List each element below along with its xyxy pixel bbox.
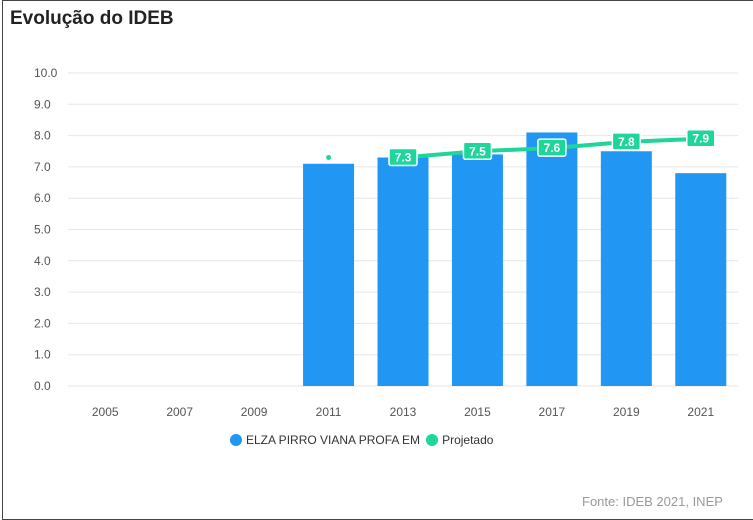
y-tick-label: 9.0	[34, 97, 51, 111]
x-tick-label: 2005	[92, 405, 119, 419]
source-note: Fonte: IDEB 2021, INEP	[582, 494, 723, 509]
y-tick-label: 10.0	[34, 66, 58, 80]
legend-label-projected: Projetado	[442, 433, 494, 447]
y-tick-label: 1.0	[34, 348, 51, 362]
y-tick-label: 8.0	[34, 129, 51, 143]
chart-legend: ELZA PIRRO VIANA PROFA EM Projetado	[230, 433, 499, 447]
projected-label-box	[388, 147, 418, 167]
x-tick-label: 2021	[687, 405, 714, 419]
y-tick-label: 3.0	[34, 285, 51, 299]
x-tick-label: 2019	[613, 405, 640, 419]
x-tick-label: 2009	[241, 405, 268, 419]
chart-title: Evolução do IDEB	[10, 8, 174, 29]
bar	[526, 132, 578, 386]
projected-label-box	[537, 138, 567, 157]
projected-point	[326, 155, 332, 161]
projected-label-box	[462, 141, 493, 160]
x-tick-label: 2015	[464, 405, 491, 419]
legend-item-projected[interactable]: Projetado	[426, 433, 493, 447]
bar	[303, 163, 355, 386]
bar	[600, 151, 652, 386]
x-tick-label: 2013	[390, 405, 417, 419]
y-tick-label: 2.0	[34, 316, 51, 330]
projected-label: 7.5	[469, 144, 486, 158]
projected-label: 7.9	[692, 132, 709, 146]
projected-label: 7.3	[395, 151, 412, 165]
bar	[451, 154, 503, 386]
projected-label: 7.6	[544, 141, 561, 155]
bar	[377, 157, 429, 386]
y-tick-label: 4.0	[34, 254, 51, 268]
x-tick-label: 2017	[539, 405, 566, 419]
legend-dot-projected	[426, 434, 439, 446]
y-tick-label: 7.0	[34, 160, 51, 174]
y-tick-label: 5.0	[34, 223, 51, 237]
legend-label-school: ELZA PIRRO VIANA PROFA EM	[246, 433, 421, 447]
projected-label-box	[611, 132, 642, 151]
projected-label-box	[686, 128, 716, 148]
x-tick-label: 2011	[316, 405, 342, 419]
projected-label: 7.8	[618, 135, 635, 149]
y-tick-label: 6.0	[34, 191, 51, 205]
y-tick-label: 0.0	[34, 379, 51, 393]
bar	[675, 173, 727, 386]
legend-dot-school	[230, 434, 242, 446]
legend-item-school[interactable]: ELZA PIRRO VIANA PROFA EM	[230, 433, 420, 447]
x-tick-label: 2007	[166, 405, 193, 419]
